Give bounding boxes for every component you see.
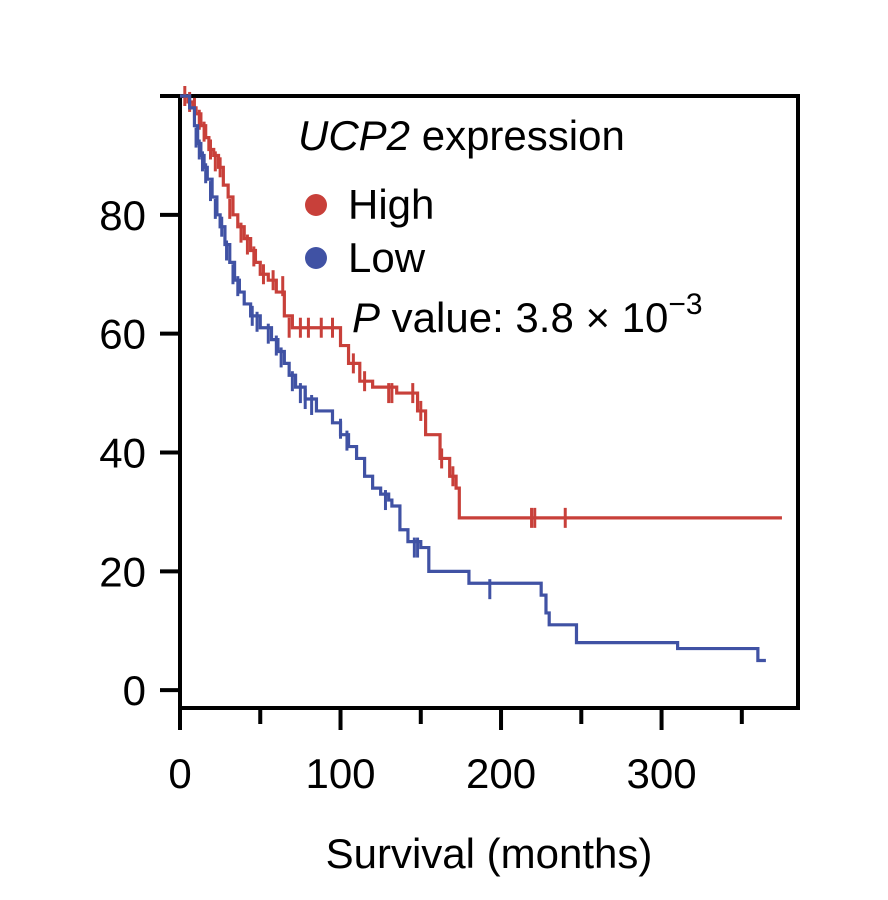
x-tick-label: 300 bbox=[627, 750, 697, 797]
series-low bbox=[180, 94, 766, 663]
x-tick-label: 100 bbox=[305, 750, 375, 797]
legend-title: UCP2 expression bbox=[298, 112, 625, 159]
y-tick-label: 40 bbox=[99, 430, 146, 477]
p-value-text: value: 3.8 × 10 bbox=[380, 294, 668, 341]
x-tick-label: 200 bbox=[466, 750, 536, 797]
y-tick-label: 80 bbox=[99, 192, 146, 239]
legend-marker-high bbox=[305, 194, 327, 216]
legend-label-high: High bbox=[348, 181, 434, 228]
y-tick-label: 60 bbox=[99, 311, 146, 358]
x-axis: 0 100 200 300 bbox=[168, 708, 744, 797]
legend-marker-low bbox=[305, 247, 327, 269]
y-axis: 0 20 40 60 80 bbox=[99, 94, 180, 714]
legend-title-gene: UCP2 bbox=[298, 112, 410, 159]
p-value-label: P value: 3.8 × 10−3 bbox=[352, 288, 703, 341]
legend-title-rest: expression bbox=[410, 112, 625, 159]
p-value-exponent: −3 bbox=[668, 288, 702, 321]
y-tick-label: 20 bbox=[99, 548, 146, 595]
legend-label-low: Low bbox=[348, 234, 426, 281]
x-tick-label: 0 bbox=[168, 750, 191, 797]
y-tick-label: 0 bbox=[123, 667, 146, 714]
legend: UCP2 expression High Low P value: 3.8 × … bbox=[298, 112, 703, 341]
p-value-symbol: P bbox=[352, 294, 380, 341]
survival-curve-low bbox=[180, 94, 766, 663]
x-axis-title: Survival (months) bbox=[326, 830, 653, 877]
series-layer bbox=[180, 86, 782, 663]
plot-frame bbox=[178, 94, 800, 710]
